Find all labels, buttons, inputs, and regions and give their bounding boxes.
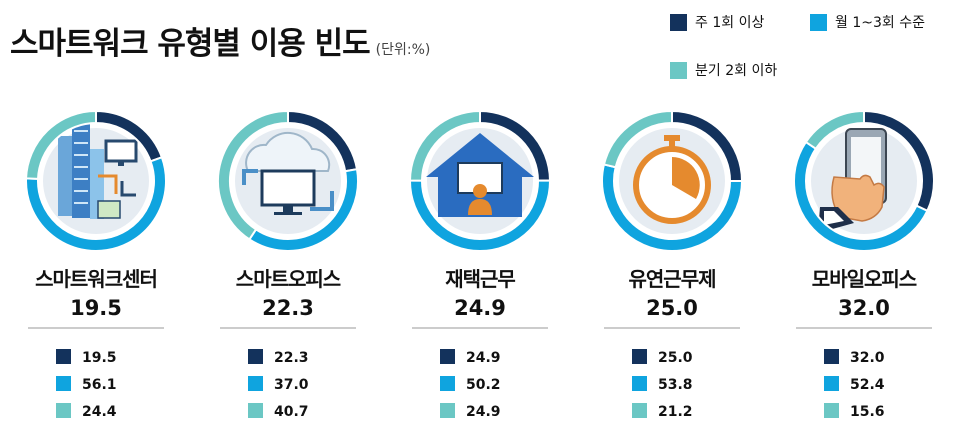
building-workflow-icon	[58, 123, 138, 219]
legend-item-weekly: 주 1회 이상	[670, 12, 764, 32]
value-swatch-monthly	[248, 376, 263, 391]
value-swatch-weekly	[248, 349, 263, 364]
value-label-weekly: 19.5	[82, 350, 117, 366]
value-label-weekly: 22.3	[274, 350, 309, 366]
value-swatch-monthly	[632, 376, 647, 391]
donut-group-5: 모바일오피스 32.0 32.0 52.4 15.6	[793, 109, 935, 420]
donut-group-2: 스마트오피스 22.3 22.3 37.0 40.7	[217, 109, 359, 420]
donut-slice-quarterly	[602, 109, 673, 169]
value-swatch-monthly	[440, 376, 455, 391]
value-label-quarterly: 15.6	[850, 404, 885, 420]
value-label-quarterly: 21.2	[658, 404, 693, 420]
donut-slice-quarterly	[217, 109, 289, 241]
value-label-monthly: 56.1	[82, 377, 117, 393]
page-title: 스마트워크 유형별 이용 빈도 (단위:%)	[10, 18, 430, 63]
category-label: 스마트워크센터	[35, 267, 157, 291]
value-label-weekly: 24.9	[466, 350, 501, 366]
value-label-quarterly: 24.4	[82, 404, 117, 420]
value-swatch-quarterly	[248, 403, 263, 418]
cloud-monitor-icon	[242, 131, 334, 215]
value-swatch-weekly	[824, 349, 839, 364]
donut-slice-quarterly	[408, 109, 481, 182]
value-label-monthly: 37.0	[274, 377, 309, 393]
legend-item-quarterly: 분기 2회 이하	[670, 60, 777, 80]
category-label: 유연근무제	[629, 267, 716, 291]
category-label: 스마트오피스	[236, 267, 341, 291]
legend-label-monthly: 월 1~3회 수준	[835, 15, 925, 31]
headline-value: 32.0	[838, 296, 890, 320]
legend-label-quarterly: 분기 2회 이하	[695, 63, 778, 79]
value-label-weekly: 25.0	[658, 350, 693, 366]
home-worker-icon	[426, 133, 534, 217]
value-swatch-monthly	[824, 376, 839, 391]
value-swatch-weekly	[632, 349, 647, 364]
donut-group-3: 재택근무 24.9 24.9 50.2 24.9	[408, 109, 552, 420]
legend-swatch-weekly	[670, 13, 687, 31]
value-label-weekly: 32.0	[850, 350, 885, 366]
value-swatch-weekly	[56, 349, 71, 364]
donut-slice-quarterly	[804, 109, 865, 151]
value-swatch-quarterly	[824, 403, 839, 418]
donut-group-1: 스마트워크센터 19.5 19.5 56.1 24.4	[25, 109, 167, 420]
stopwatch-icon	[633, 135, 711, 224]
value-swatch-quarterly	[440, 403, 455, 418]
donut-group-4: 유연근무제 25.0 25.0 53.8 21.2	[601, 109, 744, 420]
legend-label-weekly: 주 1회 이상	[695, 15, 765, 31]
headline-value: 25.0	[646, 296, 698, 320]
value-swatch-quarterly	[632, 403, 647, 418]
value-swatch-monthly	[56, 376, 71, 391]
category-label: 모바일오피스	[812, 267, 917, 291]
value-label-monthly: 53.8	[658, 377, 693, 393]
legend-item-monthly: 월 1~3회 수준	[810, 12, 925, 32]
legend-swatch-quarterly	[670, 61, 687, 79]
legend: 주 1회 이상 월 1~3회 수준 분기 2회 이하	[664, 10, 960, 90]
donut-slice-quarterly	[25, 109, 97, 180]
legend-swatch-monthly	[810, 13, 827, 31]
value-swatch-quarterly	[56, 403, 71, 418]
title-text: 스마트워크 유형별 이용 빈도	[10, 26, 371, 62]
category-label: 재택근무	[445, 267, 515, 291]
unit-label: (단위:%)	[375, 42, 431, 58]
value-label-quarterly: 40.7	[274, 404, 309, 420]
headline-value: 19.5	[70, 296, 122, 320]
headline-value: 22.3	[262, 296, 314, 320]
value-swatch-weekly	[440, 349, 455, 364]
value-label-monthly: 52.4	[850, 377, 885, 393]
value-label-quarterly: 24.9	[466, 404, 501, 420]
value-label-monthly: 50.2	[466, 377, 501, 393]
headline-value: 24.9	[454, 296, 506, 320]
